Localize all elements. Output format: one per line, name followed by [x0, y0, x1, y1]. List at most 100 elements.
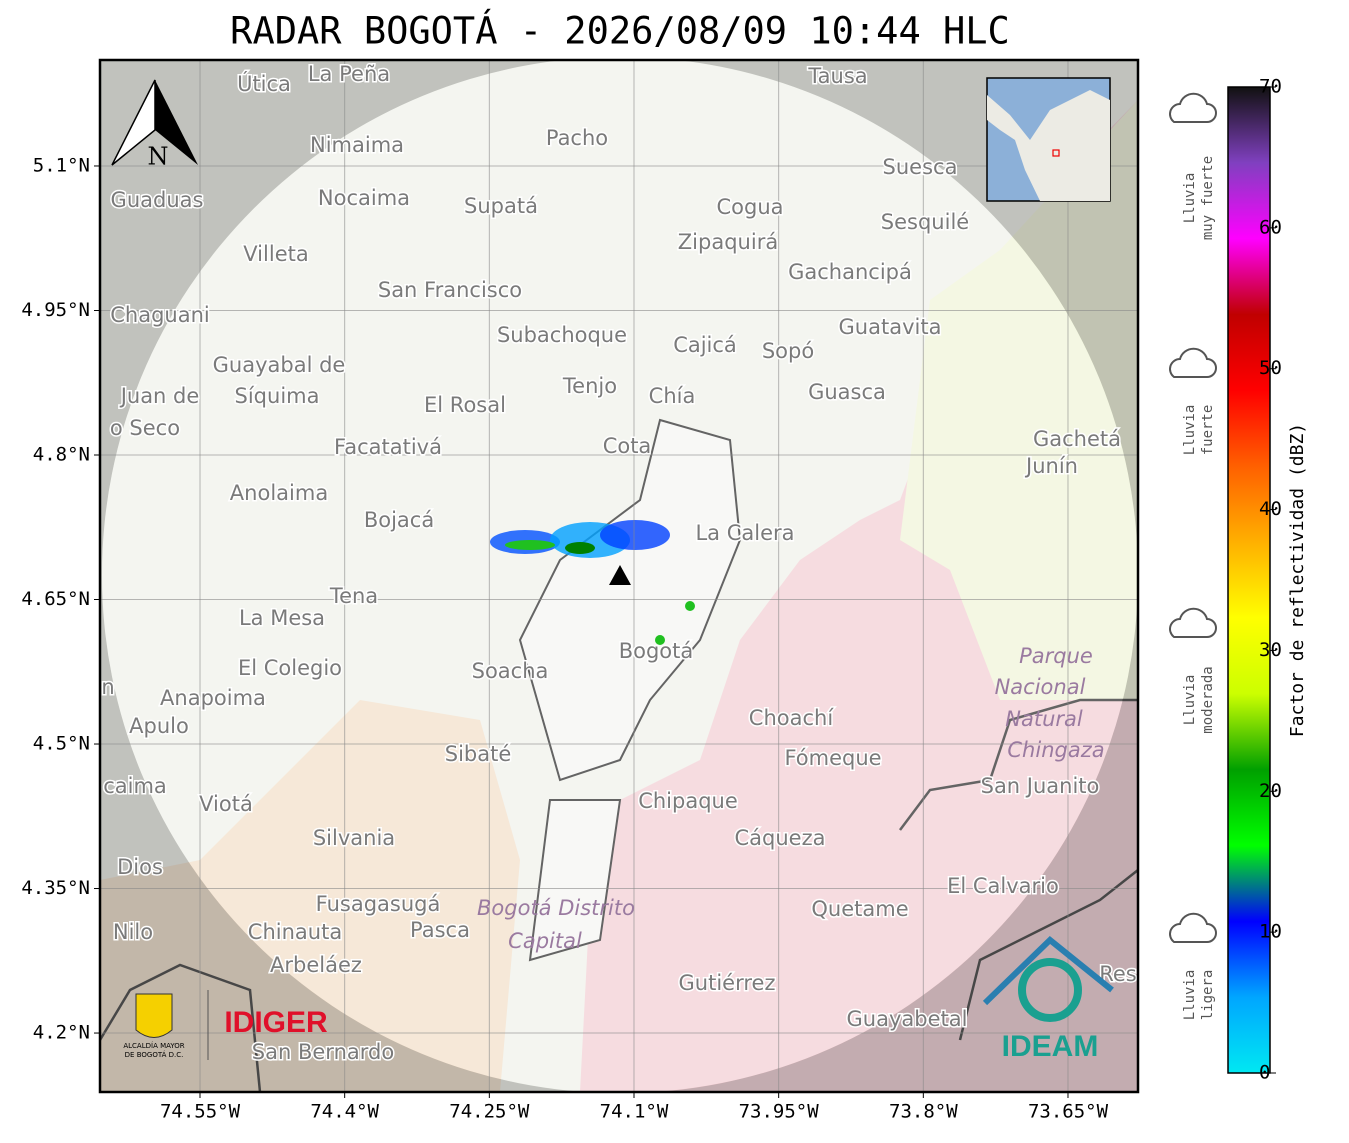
- x-tick-label: 74.25°W: [449, 1101, 530, 1123]
- place-name: Subachoque: [497, 323, 627, 347]
- place-name: Suesca: [883, 155, 958, 179]
- place-name: La Peña: [308, 62, 390, 86]
- place-name: Gutiérrez: [679, 971, 776, 995]
- colorbar-scale: [1227, 86, 1271, 1074]
- area-name: Capital: [508, 929, 582, 953]
- colorbar-tick-label: 70: [1259, 76, 1282, 98]
- colorbar-tick-label: 60: [1259, 216, 1282, 238]
- place-name: Res: [1099, 962, 1137, 986]
- place-name: Silvania: [313, 826, 395, 850]
- x-tick-label: 74.55°W: [160, 1101, 241, 1123]
- rain-category: Lluvia: [1182, 970, 1198, 1021]
- area-name: Nacional: [995, 675, 1086, 699]
- place-name: Fusagasugá: [316, 892, 441, 916]
- place-name: Sibaté: [445, 742, 512, 766]
- place-name: Bogotá: [619, 639, 694, 663]
- place-name: El Colegio: [238, 656, 342, 680]
- place-name: Tenjo: [562, 374, 617, 398]
- place-name: Quetame: [811, 897, 908, 921]
- colorbar-tick-label: 50: [1259, 357, 1282, 379]
- place-name: Nilo: [113, 920, 153, 944]
- rain-category: Lluvia: [1182, 675, 1198, 726]
- place-name: San Francisco: [378, 278, 522, 302]
- place-name: Arbeláez: [270, 953, 362, 977]
- place-name: Guayabetal: [847, 1007, 968, 1031]
- place-name: Tausa: [807, 64, 867, 88]
- place-name: Pasca: [410, 918, 470, 942]
- area-name: Natural: [1005, 707, 1083, 731]
- x-tick-label: 74.4°W: [310, 1101, 379, 1123]
- weather-icon: [1169, 912, 1217, 943]
- place-name: La Calera: [695, 521, 794, 545]
- place-name: Sesquilé: [881, 210, 969, 234]
- y-tick-label: 4.35°N: [21, 877, 90, 899]
- weather-icon: [1169, 347, 1217, 378]
- rain-category: ligera: [1200, 970, 1216, 1021]
- colorbar: Factor de reflectividad (dBZ) 0 10 20 30 40 5…: [1169, 76, 1308, 1084]
- place-name: Apulo: [129, 714, 189, 738]
- area-name: Bogotá Distrito: [477, 896, 635, 920]
- place-name: Sopó: [762, 339, 814, 363]
- inset-map: [986, 77, 1111, 202]
- base-map: [100, 60, 1138, 1092]
- alcaldia-logo-text: ALCALDÍA MAYOR: [123, 1041, 184, 1050]
- place-name: caima: [103, 774, 167, 798]
- place-name: Chipaque: [638, 789, 738, 813]
- place-name: Supatá: [464, 194, 538, 218]
- ideam-logo: IDEAM: [1002, 1030, 1099, 1063]
- place-name: Bojacá: [364, 508, 434, 532]
- place-name: Nimaima: [310, 133, 404, 157]
- place-name: Dios: [117, 855, 163, 879]
- colorbar-tick-label: 0: [1259, 1062, 1270, 1084]
- rain-category: moderada: [1200, 666, 1216, 733]
- place-name: Villeta: [243, 242, 308, 266]
- x-tick-label: 73.95°W: [739, 1101, 820, 1123]
- plot-frame: [98, 58, 1140, 1094]
- colorbar-tick-label: 20: [1259, 780, 1282, 802]
- idiger-logo: IDIGER: [224, 1006, 328, 1039]
- x-tick-label: 74.1°W: [600, 1101, 669, 1123]
- place-name: Guaduas: [111, 188, 204, 212]
- place-name: Útica: [237, 71, 291, 96]
- colorbar-label: Factor de reflectividad (dBZ): [1287, 423, 1308, 737]
- place-name: Choachí: [749, 706, 835, 730]
- place-name: Nocaima: [318, 186, 410, 210]
- place-name: Guayabal de: [213, 353, 346, 377]
- colorbar-tick-label: 30: [1259, 639, 1282, 661]
- north-arrow: N: [111, 79, 198, 171]
- place-name: n: [101, 675, 114, 699]
- place-name: La Mesa: [239, 606, 325, 630]
- place-name: El Calvario: [947, 874, 1059, 898]
- rain-category: Lluvia: [1182, 405, 1198, 456]
- place-name: El Rosal: [424, 393, 506, 417]
- place-name: Junín: [1024, 454, 1078, 478]
- place-name: San Juanito: [981, 774, 1100, 798]
- place-name: Facatativá: [334, 435, 442, 459]
- place-name: Anapoima: [160, 686, 266, 710]
- y-tick-label: 4.65°N: [21, 588, 90, 610]
- rain-category: muy fuerte: [1200, 156, 1216, 240]
- place-name: Chinauta: [248, 920, 342, 944]
- place-name: Juan de: [119, 384, 200, 408]
- place-name: o Seco: [110, 416, 180, 440]
- place-name: Chaguani: [110, 303, 210, 327]
- x-tick-label: 73.65°W: [1028, 1101, 1109, 1123]
- radar-site: [609, 565, 631, 585]
- y-tick-label: 4.8°N: [33, 443, 90, 465]
- place-name: Anolaima: [230, 481, 328, 505]
- place-name: Fómeque: [784, 746, 881, 770]
- colorbar-tick-label: 10: [1259, 921, 1282, 943]
- area-name: Parque: [1019, 644, 1093, 668]
- place-name: Soacha: [472, 659, 549, 683]
- rain-category: Lluvia: [1182, 173, 1198, 224]
- place-name: Guasca: [808, 380, 886, 404]
- place-name: Cajicá: [673, 333, 737, 357]
- place-name: Gachetá: [1033, 427, 1121, 451]
- y-tick-label: 5.1°N: [33, 154, 90, 176]
- radar-echoes: [490, 520, 695, 645]
- place-name: Pacho: [546, 126, 608, 150]
- place-name: Chía: [649, 384, 696, 408]
- x-tick-label: 73.8°W: [889, 1101, 958, 1123]
- place-name: Tena: [329, 584, 378, 608]
- place-name: Cáqueza: [735, 826, 826, 850]
